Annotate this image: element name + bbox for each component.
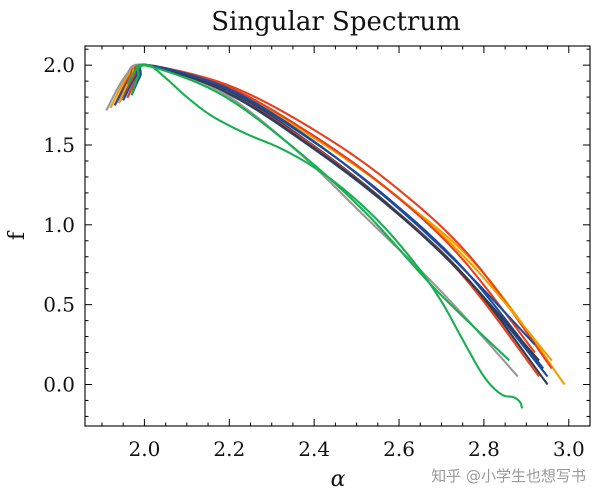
y-tick-label: 0.0 — [43, 372, 75, 396]
series-line-8 — [105, 63, 519, 378]
chart-title: Singular Spectrum — [211, 7, 460, 37]
x-axis-label: α — [331, 467, 346, 492]
x-tick-label: 2.0 — [129, 437, 161, 461]
x-tick-label: 2.4 — [298, 437, 330, 461]
series-group — [105, 63, 566, 409]
x-tick-label: 3.0 — [553, 437, 585, 461]
series-line-2 — [113, 63, 553, 370]
watermark-text: 知乎 @小学生也想写书 — [431, 467, 586, 485]
x-tick-label: 2.8 — [468, 437, 500, 461]
y-axis-label: f — [5, 230, 30, 240]
y-tick-label: 0.5 — [43, 293, 75, 317]
y-tick-label: 1.5 — [43, 133, 75, 157]
x-tick-label: 2.2 — [213, 437, 245, 461]
ticks-group — [85, 46, 590, 426]
y-tick-label: 1.0 — [43, 213, 75, 237]
x-tick-label: 2.6 — [383, 437, 415, 461]
plot-frame — [84, 45, 591, 427]
tick-labels-group: 2.0 2.2 2.4 2.6 2.8 3.0 0.0 0.5 1.0 1.5 2.0 — [43, 53, 585, 461]
series-line-13 — [126, 63, 524, 409]
y-tick-label: 2.0 — [43, 53, 75, 77]
series-line-11 — [130, 63, 536, 346]
